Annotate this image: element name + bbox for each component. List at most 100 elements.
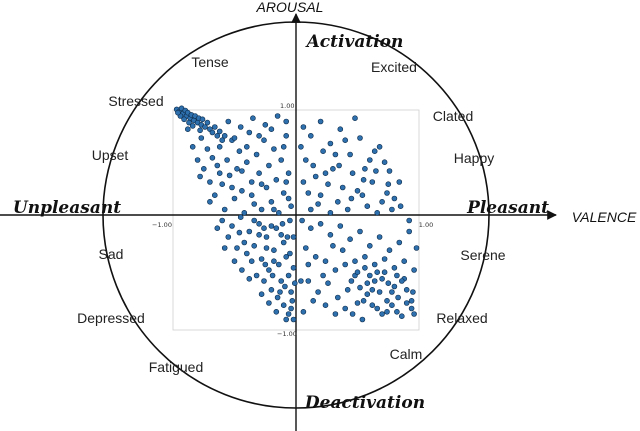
scatter-point [386, 168, 393, 174]
scatter-point [397, 203, 404, 209]
scatter-point [226, 172, 233, 179]
scatter-point [197, 127, 203, 134]
scatter-point [305, 190, 312, 196]
scatter-point [219, 137, 225, 143]
scatter-point [376, 234, 383, 240]
scatter-point [381, 159, 388, 165]
scatter-point [239, 188, 245, 194]
scatter-point [283, 133, 290, 139]
scatter-point [236, 148, 243, 154]
scatter-point [300, 308, 307, 315]
scatter-point [244, 250, 250, 257]
scatter-point [369, 286, 376, 293]
scatter-point [406, 228, 413, 235]
scatter-point [389, 206, 395, 213]
scatter-point [384, 297, 390, 304]
scatter-point [385, 181, 392, 187]
scatter-point [256, 170, 262, 176]
scatter-point [411, 311, 417, 317]
scatter-point [262, 261, 269, 268]
scatter-point [411, 267, 417, 273]
scatter-point [262, 122, 269, 128]
scatter-point [181, 116, 187, 123]
scatter-point [285, 311, 292, 317]
scatter-point [274, 294, 281, 301]
scatter-point [327, 232, 334, 238]
scatter-point [216, 144, 223, 150]
scatter-point [360, 177, 367, 183]
scatter-point [219, 217, 225, 224]
scatter-point [214, 225, 221, 231]
scatter-point [244, 144, 250, 150]
scatter-point [231, 195, 238, 202]
scatter-point [248, 192, 255, 198]
scatter-point [175, 109, 181, 116]
scatter-point [395, 294, 401, 301]
scatter-point [197, 173, 203, 180]
scatter-point [342, 261, 349, 268]
scatter-point [229, 184, 235, 191]
scatter-point [413, 245, 420, 251]
scatter-point [362, 166, 368, 172]
scatter-point [288, 305, 294, 312]
scatter-point [384, 308, 390, 315]
scatter-point [403, 286, 410, 293]
scatter-point [269, 272, 276, 279]
scatter-point [332, 267, 339, 273]
scatter-point [408, 305, 415, 312]
scatter-point [332, 151, 339, 158]
scatter-point [337, 223, 344, 229]
scatter-point [212, 192, 218, 198]
scatter-point [322, 170, 329, 176]
emotion-label-relaxed: Relaxed [436, 310, 487, 326]
scatter-point [280, 144, 287, 150]
scatter-point [366, 157, 373, 163]
valence-axis-title: VALENCE [572, 209, 637, 225]
scatter-point [268, 286, 275, 293]
emotion-label-excited: Excited [371, 59, 417, 75]
scatter-point [394, 308, 400, 315]
scatter-point [285, 272, 292, 279]
emotion-label-depressed: Depressed [77, 310, 145, 326]
scatter-point [401, 258, 408, 265]
scatter-point [362, 253, 368, 260]
scatter-point [258, 206, 265, 213]
scatter-point [189, 144, 196, 150]
scatter-point [256, 221, 262, 227]
scatter-point [225, 234, 232, 240]
scatter-point [320, 148, 326, 154]
scatter-point [330, 243, 336, 249]
scatter-point [298, 278, 304, 284]
scatter-point [330, 166, 336, 172]
scatter-point [253, 151, 260, 158]
scatter-point [268, 199, 275, 205]
scatter-point [379, 311, 385, 317]
scatter-point [315, 289, 321, 295]
scatter-point [258, 291, 265, 298]
scatter-point [280, 190, 287, 196]
scatter-point [300, 179, 307, 185]
scatter-point [246, 228, 253, 235]
scatter-point [374, 210, 381, 216]
scatter-point [234, 245, 240, 251]
scatter-point [391, 195, 398, 202]
scatter-point [204, 146, 211, 152]
scatter-point [307, 225, 314, 231]
scatter-point [282, 283, 288, 290]
scatter-point [398, 278, 405, 284]
scatter-point [307, 133, 314, 139]
scatter-point [189, 123, 196, 129]
scatter-point [347, 151, 353, 158]
scatter-point [263, 245, 270, 251]
scatter-point [288, 289, 294, 295]
pole-unpleasant: Unpleasant [13, 198, 121, 218]
scatter-point [391, 264, 398, 271]
scatter-point [201, 166, 207, 172]
scatter-point [263, 234, 270, 240]
scatter-point [194, 157, 201, 163]
scatter-point [364, 203, 371, 209]
emotion-label-fatigued: Fatigued [149, 359, 203, 375]
scatter-point [251, 201, 257, 207]
scatter-point [251, 217, 257, 224]
